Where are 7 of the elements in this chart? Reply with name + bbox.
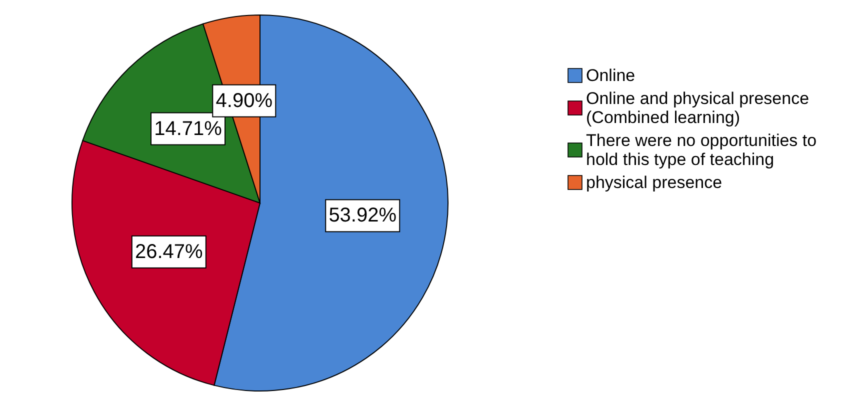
legend-label: physical presence — [586, 173, 722, 192]
legend-label: Online and physical presence (Combined learning) — [586, 89, 810, 127]
data-label: 26.47% — [134, 240, 204, 263]
data-label: 53.92% — [328, 204, 397, 227]
data-label: 14.71% — [154, 118, 222, 140]
legend-label: Online — [586, 66, 636, 85]
data-label: 4.90% — [216, 90, 273, 112]
